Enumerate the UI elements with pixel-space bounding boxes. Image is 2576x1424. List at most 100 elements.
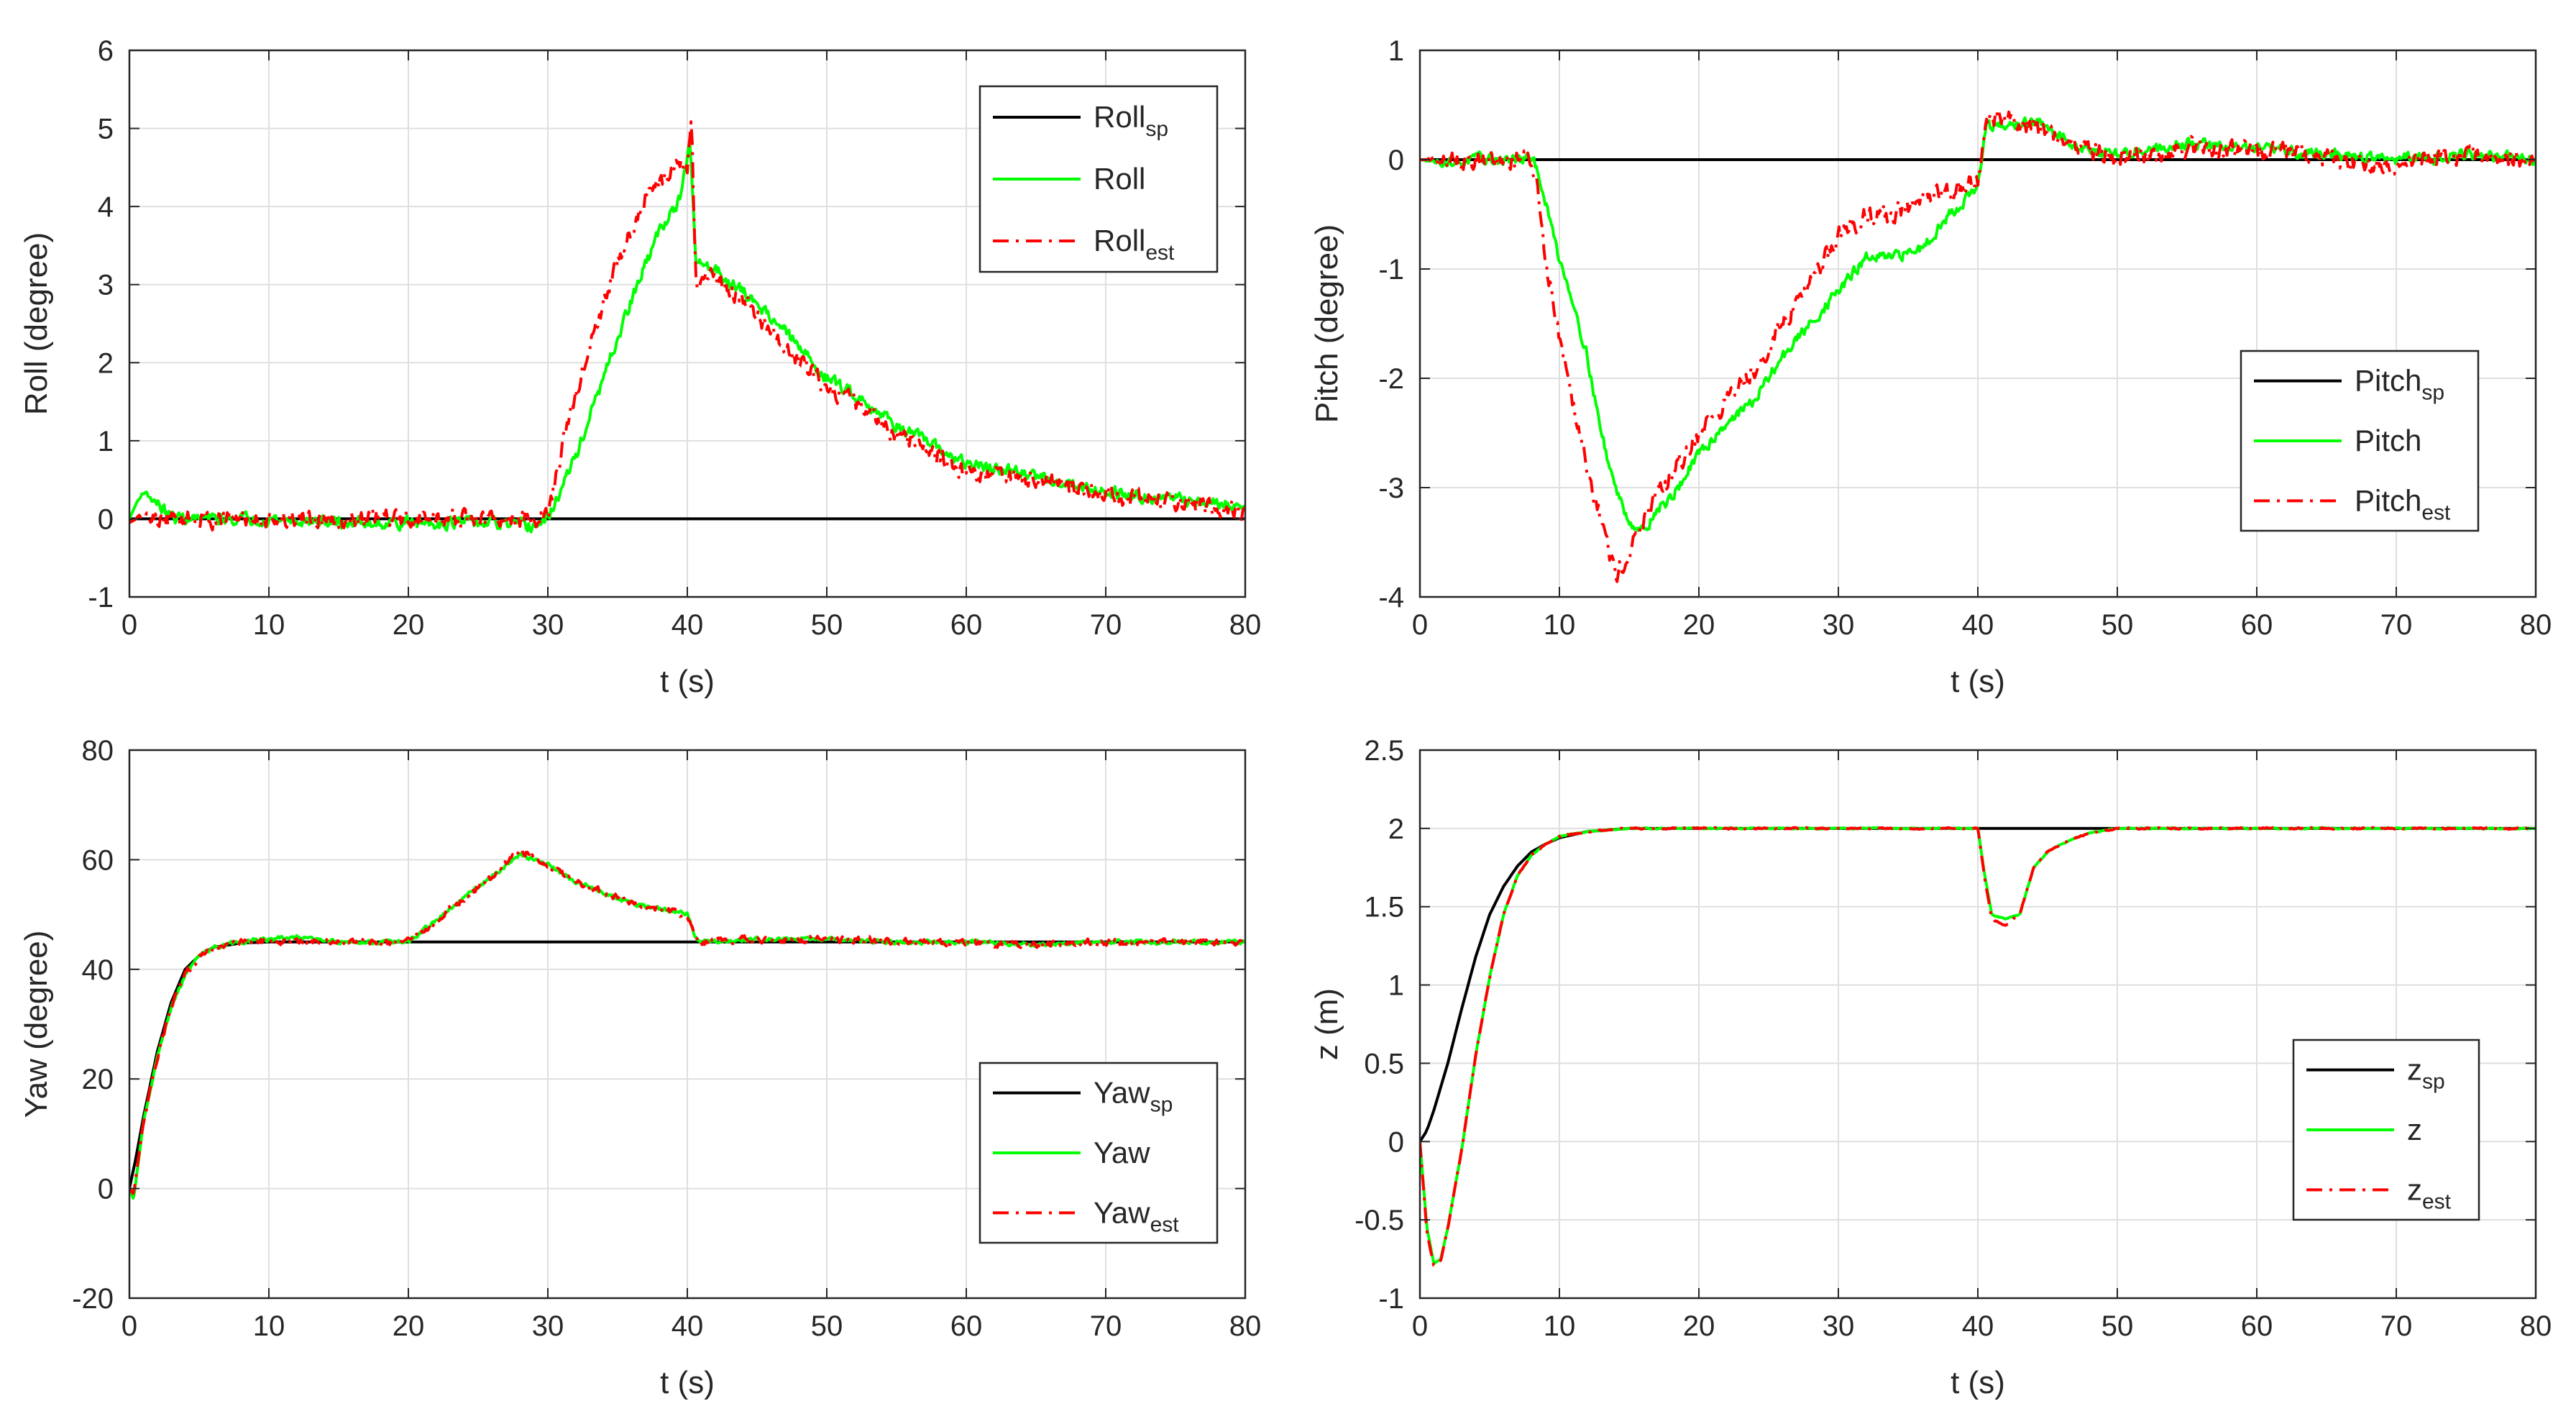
z-y-axis-label: z (m): [1309, 988, 1344, 1060]
roll-ytick-label: 2: [98, 347, 114, 379]
pitch-xtick-label: 60: [2241, 609, 2273, 641]
yaw-xtick-label: 20: [393, 1310, 425, 1342]
roll-series-est-line: [129, 120, 1245, 531]
yaw-x-axis-label: t (s): [660, 1365, 715, 1400]
z-ytick-label: -1: [1378, 1283, 1404, 1315]
z-xtick-label: 30: [1823, 1310, 1855, 1342]
roll-xtick-label: 50: [811, 609, 843, 641]
roll-xtick-label: 60: [950, 609, 983, 641]
roll-xtick-label: 80: [1229, 609, 1262, 641]
pitch-ytick-label: -3: [1378, 473, 1404, 504]
yaw-series-est-line: [129, 846, 1245, 1195]
yaw-xtick-label: 70: [1090, 1310, 1122, 1342]
z-series-est-line: [1420, 826, 2536, 1267]
z-ytick-label: -0.5: [1355, 1205, 1404, 1236]
pitch-series-group: [1420, 109, 2536, 583]
yaw-xtick-label: 50: [811, 1310, 843, 1342]
z-ytick-label: 0.5: [1364, 1048, 1404, 1080]
roll-xtick-label: 40: [671, 609, 704, 641]
pitch-xtick-label: 50: [2101, 609, 2134, 641]
pitch-xtick-label: 40: [1962, 609, 1994, 641]
yaw-xtick-label: 60: [950, 1310, 983, 1342]
roll-ytick-label: 5: [98, 114, 114, 145]
z-ytick-label: 1: [1388, 970, 1404, 1002]
pitch-x-axis-label: t (s): [1951, 664, 2005, 699]
pitch-ytick-label: 0: [1388, 145, 1404, 176]
pitch-y-axis-label: Pitch (degree): [1309, 224, 1344, 423]
roll-xtick-label: 0: [122, 609, 137, 641]
yaw-ytick-label: -20: [72, 1283, 114, 1315]
yaw-xtick-label: 10: [253, 1310, 285, 1342]
pitch-legend: Pitchsp Pitch Pitchest: [2240, 350, 2480, 532]
z-ytick-label: 2: [1388, 813, 1404, 845]
z-xtick-label: 50: [2101, 1310, 2134, 1342]
roll-ytick-label: 0: [98, 503, 114, 535]
pitch-ytick-label: -1: [1378, 254, 1404, 286]
pitch-legend-entry-sp: Pitchsp: [2355, 364, 2444, 405]
z-xtick-label: 10: [1544, 1310, 1576, 1342]
z-xtick-label: 80: [2520, 1310, 2552, 1342]
pitch-xtick-label: 70: [2380, 609, 2413, 641]
z-xtick-label: 70: [2380, 1310, 2413, 1342]
roll-x-axis-label: t (s): [660, 664, 715, 699]
pitch-legend-entry-measured: Pitch: [2355, 424, 2421, 457]
z-ytick-label: 1.5: [1364, 892, 1404, 923]
roll-legend-entry-est: Rollest: [1094, 224, 1175, 265]
roll-chart-panel: 0 10 20 30 40 50 60 70 80 -1 0 1 2 3 4 5 6 t (s) Roll (deg…: [19, 35, 1261, 699]
roll-legend-entry-sp: Rollsp: [1094, 100, 1168, 141]
pitch-xtick-label: 10: [1544, 609, 1576, 641]
roll-series-group: [129, 120, 1245, 534]
z-xtick-label: 0: [1412, 1310, 1428, 1342]
yaw-ytick-label: 0: [98, 1174, 114, 1205]
yaw-ytick-label: 20: [82, 1064, 114, 1095]
yaw-ytick-label: 80: [82, 735, 114, 767]
yaw-xtick-label: 40: [671, 1310, 704, 1342]
z-xtick-label: 60: [2241, 1310, 2273, 1342]
z-ytick-label: 0: [1388, 1126, 1404, 1158]
roll-ytick-label: 4: [98, 191, 114, 223]
z-chart-panel: 0 10 20 30 40 50 60 70 80 -1 -0.5 0 0.5 1 1.5 2 2.5 t (s)…: [1309, 735, 2552, 1400]
pitch-legend-entry-est: Pitchest: [2355, 483, 2451, 524]
roll-xtick-label: 20: [393, 609, 425, 641]
roll-ytick-label: 3: [98, 270, 114, 301]
roll-ytick-label: 6: [98, 35, 114, 67]
z-legend-entry-sp: zsp: [2407, 1053, 2445, 1094]
yaw-series-group: [129, 846, 1245, 1200]
z-legend: zsp z zest: [2292, 1039, 2480, 1221]
pitch-xtick-label: 80: [2520, 609, 2552, 641]
roll-xtick-label: 70: [1090, 609, 1122, 641]
pitch-xtick-label: 0: [1412, 609, 1428, 641]
pitch-ytick-label: -2: [1378, 363, 1404, 395]
yaw-y-axis-label: Yaw (degree): [19, 931, 54, 1118]
yaw-legend-entry-measured: Yaw: [1094, 1136, 1150, 1169]
roll-legend-entry-measured: Roll: [1094, 162, 1145, 196]
z-x-axis-label: t (s): [1951, 1365, 2005, 1400]
roll-legend: Rollsp Roll Rollest: [978, 85, 1219, 273]
yaw-ytick-label: 40: [82, 954, 114, 986]
pitch-xtick-label: 20: [1683, 609, 1715, 641]
z-legend-entry-measured: z: [2407, 1113, 2422, 1146]
pitch-series-est-line: [1420, 109, 2536, 583]
yaw-legend-entry-est: Yawest: [1094, 1195, 1179, 1236]
pitch-xtick-label: 30: [1823, 609, 1855, 641]
yaw-xtick-label: 80: [1229, 1310, 1262, 1342]
z-ytick-label: 2.5: [1364, 735, 1404, 767]
roll-xtick-label: 30: [532, 609, 564, 641]
z-series-group: [1420, 826, 2536, 1267]
yaw-legend: Yawsp Yaw Yawest: [978, 1062, 1219, 1244]
pitch-ytick-label: 1: [1388, 35, 1404, 67]
z-legend-entry-est: zest: [2407, 1172, 2452, 1213]
z-xtick-label: 40: [1962, 1310, 1994, 1342]
z-xtick-label: 20: [1683, 1310, 1715, 1342]
roll-y-axis-label: Roll (degree): [19, 232, 54, 415]
yaw-xtick-label: 30: [532, 1310, 564, 1342]
roll-ytick-label: -1: [88, 582, 114, 613]
roll-ytick-label: 1: [98, 426, 114, 457]
yaw-legend-entry-sp: Yawsp: [1094, 1076, 1173, 1117]
pitch-ytick-label: -4: [1378, 582, 1404, 613]
yaw-ytick-label: 60: [82, 844, 114, 876]
roll-xtick-label: 10: [253, 609, 285, 641]
pitch-chart-panel: 0 10 20 30 40 50 60 70 80 -4 -3 -2 -1 0 1 t (s) Pitch (d…: [1309, 35, 2552, 699]
